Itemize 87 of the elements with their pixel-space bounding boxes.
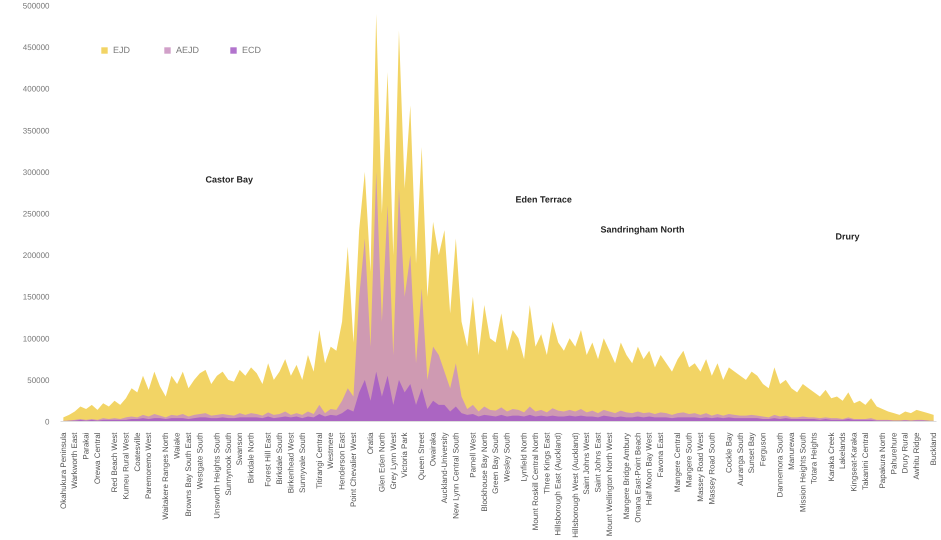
- x-tick-label: Sunnynook South: [224, 432, 233, 496]
- x-tick-label: Westmere: [326, 432, 336, 469]
- x-tick-label: Massey Road South: [707, 432, 716, 505]
- x-tick-label: Blockhouse Bay North: [480, 432, 489, 512]
- x-tick-label: Cockle Bay: [724, 432, 734, 473]
- x-tick-label: Waiake: [172, 432, 182, 459]
- y-tick-label: 0: [45, 418, 50, 426]
- x-tick-label: Westgate South: [195, 432, 204, 490]
- y-tick-label: 400000: [22, 84, 50, 94]
- x-tick-label: Dannemora South: [776, 432, 785, 498]
- x-tick-label: Auranga South: [736, 432, 745, 486]
- x-tick-label: Birkdale South: [275, 432, 284, 485]
- legend-label: ECD: [242, 45, 262, 55]
- x-tick-label: Awhitu Ridge: [912, 432, 922, 480]
- x-tick-label: Victoria Park: [400, 432, 410, 478]
- x-tick-label: Favona East: [656, 432, 666, 478]
- x-tick-label: Red Beach West: [110, 432, 120, 492]
- x-tick-label: Mangere Central: [673, 432, 682, 492]
- x-tick-label: Paremoremo West: [144, 432, 154, 500]
- x-tick-label: Drury Rural: [900, 432, 910, 474]
- annotation: Castor Bay: [206, 174, 254, 184]
- x-tick-label: Hillsborough West (Auckland): [570, 432, 580, 538]
- x-tick-label: Takanini Central: [860, 432, 870, 490]
- x-tick-label: Swanson: [235, 432, 244, 466]
- x-tick-label: Henderson East: [338, 432, 347, 490]
- x-tick-label: Waitakere Ranges North: [161, 432, 170, 520]
- x-tick-label: Pahurehure: [889, 432, 898, 474]
- x-tick-label: Omana East-Point Beach: [633, 432, 642, 523]
- y-tick-label: 350000: [22, 126, 50, 136]
- x-tick-label: Auckland-University: [440, 432, 449, 504]
- x-tick-label: Buckland: [929, 432, 938, 466]
- y-tick-label: 150000: [22, 292, 50, 302]
- x-tick-label: Owairaka: [428, 432, 438, 466]
- y-tick-label: 450000: [22, 43, 50, 52]
- x-tick-label: Massey Road West: [696, 432, 705, 502]
- x-tick-label: Sunnyvale South: [298, 432, 307, 493]
- x-tick-label: Forest Hill East: [264, 432, 273, 487]
- x-tick-label: Sunset Bay: [747, 432, 756, 474]
- x-tick-label: Kingseat-Karaka: [850, 432, 859, 492]
- x-tick-label: Mount Roskill Central North: [530, 432, 540, 530]
- x-tick-label: Mount Wellington North West: [604, 432, 614, 536]
- x-tick-label: Half Moon Bay West: [644, 432, 654, 506]
- x-tick-label: Birkenhead West: [286, 432, 296, 494]
- y-tick-label: 50000: [27, 376, 50, 385]
- x-tick-label: Green Bay South: [491, 432, 500, 494]
- x-tick-label: Totara Heights: [810, 432, 819, 484]
- x-tick-label: Hillsborough East (Auckland): [554, 432, 563, 536]
- x-tick-label: Glen Eden North: [377, 432, 386, 492]
- y-tick-label: 250000: [22, 210, 50, 218]
- annotation: Sandringham North: [600, 224, 685, 234]
- annotation: Drury: [836, 232, 860, 242]
- x-tick-label: Lynfield North: [520, 432, 529, 482]
- x-tick-label: Wesley South: [502, 432, 512, 482]
- x-tick-label: Warkworth East: [70, 432, 80, 489]
- y-tick-label: 500000: [22, 2, 50, 10]
- y-tick-label: 200000: [22, 251, 50, 260]
- x-tick-label: Browns Bay South East: [184, 432, 193, 517]
- x-tick-label: Parakai: [82, 432, 91, 460]
- annotation: Eden Terrace: [516, 194, 572, 204]
- x-tick-label: Papakura North: [878, 432, 887, 489]
- y-tick-label: 100000: [22, 334, 50, 344]
- x-tick-label: Titirangi Central: [314, 432, 324, 489]
- legend-label: EJD: [113, 45, 132, 55]
- y-tick-label: 300000: [22, 168, 50, 177]
- x-tick-label: Mangere South: [684, 432, 694, 488]
- x-tick-label: Three Kings East: [542, 432, 552, 494]
- x-tick-label: Karaka Creek: [826, 432, 836, 482]
- x-tick-label: Grey Lynn West: [388, 432, 398, 490]
- x-tick-label: Kumeu Rural West: [121, 432, 130, 500]
- x-tick-label: Mangere Bridge Ambury: [622, 432, 631, 520]
- x-tick-label: Point Chevalier West: [348, 432, 358, 508]
- x-tick-label: Queen Street: [417, 432, 426, 480]
- x-tick-label: Saint Johns East: [594, 432, 603, 493]
- x-tick-label: Lakelands: [838, 432, 848, 469]
- x-tick-label: Ferguson: [758, 432, 768, 466]
- x-tick-label: Parnell West: [468, 432, 478, 478]
- x-tick-label: Mission Heights South: [798, 432, 808, 512]
- x-tick-label: Birkdale North: [246, 432, 256, 484]
- x-tick-label: Coatesville: [132, 432, 142, 472]
- x-tick-label: Saint Johns West: [582, 432, 592, 495]
- x-tick-label: Orewa Central: [92, 432, 102, 484]
- x-tick-label: Unsworth Heights South: [212, 432, 222, 519]
- x-tick-label: Manurewa: [786, 432, 796, 470]
- legend-label: AEJD: [176, 45, 200, 55]
- x-tick-label: New Lynn Central South: [451, 432, 460, 519]
- x-tick-label: Okahukura Peninsula: [58, 432, 68, 509]
- x-tick-label: Oratia: [366, 432, 376, 454]
